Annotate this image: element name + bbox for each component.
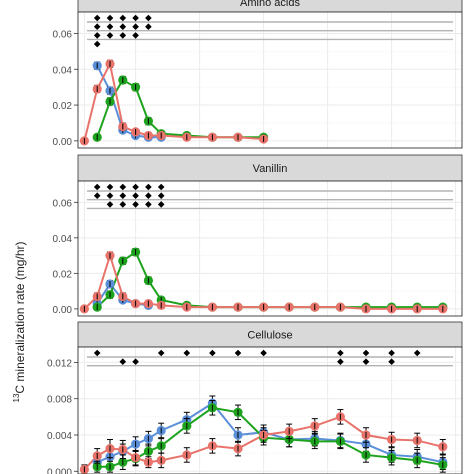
significance-marker [183,349,191,357]
y-tick-label: 0.008 [47,395,72,406]
significance-marker [132,358,139,365]
y-tick-label: 0.04 [53,65,73,76]
significance-marker [157,201,165,208]
y-tick-label: 0.012 [47,358,72,369]
panel-background [78,347,462,474]
significance-marker [260,349,267,357]
significance-marker [93,14,101,22]
panel-content [78,181,462,316]
significance-marker [132,23,139,30]
facet-strip [77,321,463,348]
facet-panel: Cellulose 0.000 0.004 0.008 0.012 [47,321,463,474]
y-tick-label: 0.004 [47,431,72,442]
y-tick-label: 0.00 [53,137,73,148]
significance-marker [106,183,114,191]
y-tick-label: 0.06 [53,29,73,40]
significance-marker [106,32,114,39]
panel-border [77,11,463,149]
significance-marker [145,14,152,22]
significance-marker [157,349,165,357]
significance-marker [132,14,139,22]
significance-marker [93,183,101,191]
significance-marker [145,183,152,191]
facet-title: Amino acids [240,0,300,9]
significance-marker [209,349,216,357]
panel-content [78,347,462,474]
significance-marker [413,349,421,357]
significance-marker [93,349,101,357]
facet-panels: Amino acids0.000.020.040.06Vanillin0.000… [47,0,463,474]
significance-marker [132,192,139,199]
significance-marker [388,358,395,365]
significance-marker [157,192,165,199]
significance-marker [106,14,114,22]
significance-marker [145,192,152,199]
facet-title: Vanillin [253,163,288,175]
significance-marker [145,201,152,208]
y-tick-label: 0.06 [53,198,73,209]
y-axis-label-text: C mineralization rate (mg/hr) [13,242,27,394]
significance-marker [362,358,370,365]
significance-marker [106,201,114,208]
y-tick-label: 0.02 [53,269,73,280]
panel-background [78,181,462,316]
significance-marker [234,349,242,357]
panel-background [78,12,462,148]
significance-marker [119,358,127,365]
facet-strip [77,154,463,182]
significance-marker [119,23,127,30]
significance-marker [93,192,101,199]
significance-marker [119,192,127,199]
significance-marker [132,183,139,191]
significance-marker [145,23,152,30]
significance-marker [132,201,139,208]
panel-border [77,180,463,317]
panel-border [77,346,463,474]
significance-marker [106,192,114,199]
y-tick-label: 0.00 [53,305,73,316]
significance-marker [106,23,114,30]
y-tick-label: 0.02 [53,101,73,112]
significance-marker [337,349,344,357]
facet-panel: Vanillin 0.00 0.02 0.04 0.06 [53,154,463,317]
significance-marker [119,183,127,191]
significance-marker [119,14,127,22]
significance-marker [93,40,101,48]
facet-panel: Amino acids 0.00 0.02 0.04 0.06 [53,0,463,149]
y-tick-label: 0.000 [47,467,72,474]
significance-marker [93,32,101,39]
y-axis-label-superscript: 13 [12,393,21,402]
significance-marker [157,183,165,191]
significance-marker [132,32,139,39]
panel-content [78,12,462,148]
significance-marker [337,358,344,365]
significance-marker [388,349,395,357]
significance-marker [119,32,127,39]
significance-marker [119,201,127,208]
significance-marker [362,349,370,357]
y-axis-label: 13C mineralization rate (mg/hr) [12,242,27,403]
y-tick-label: 0.04 [53,234,73,245]
facet-title: Cellulose [247,330,292,342]
significance-marker [93,23,101,30]
